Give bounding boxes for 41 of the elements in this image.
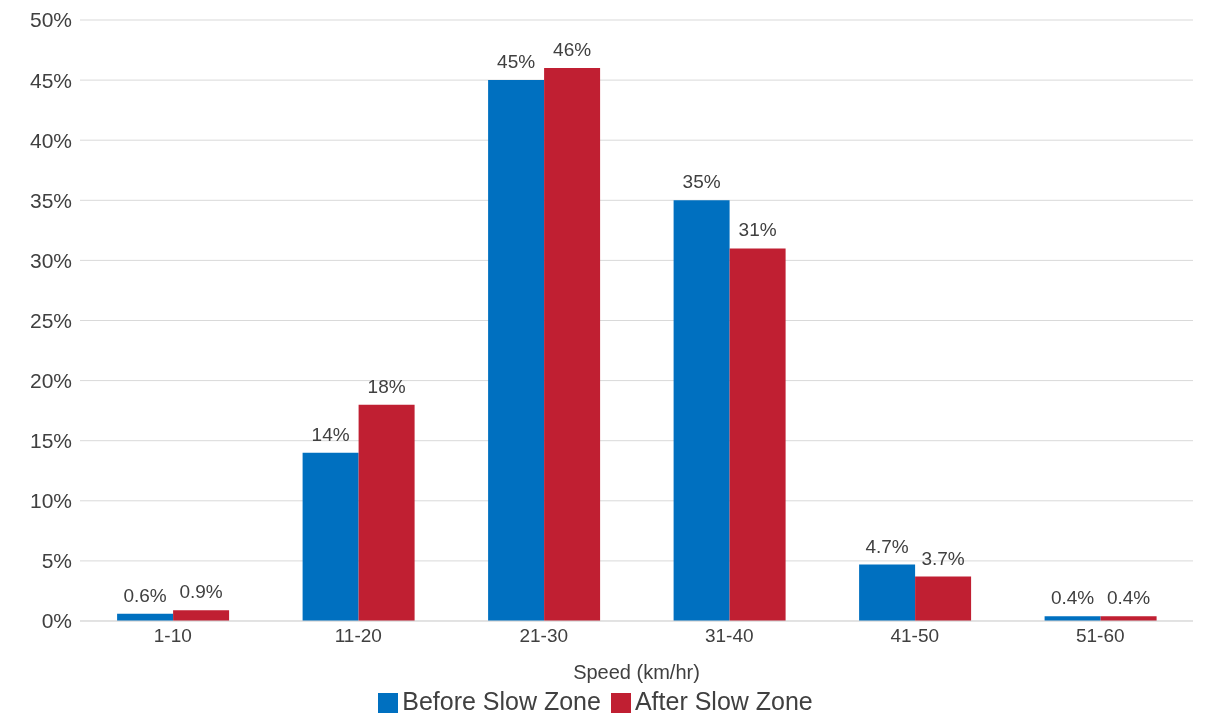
y-tick-label: 25%	[29, 308, 72, 332]
data-label: 46%	[553, 39, 592, 61]
data-label: 0.4%	[1106, 587, 1151, 609]
y-tick-label: 35%	[29, 188, 72, 212]
data-label: 0.6%	[123, 584, 167, 606]
data-label: 3.7%	[921, 547, 965, 569]
y-tick-label: 50%	[29, 8, 72, 32]
data-label: 35%	[682, 171, 721, 193]
x-tick-label: 41-50	[890, 625, 940, 647]
x-tick-label: 11-20	[334, 625, 382, 647]
bar	[673, 200, 730, 621]
y-tick-label: 40%	[29, 128, 72, 152]
legend-label: Before Slow Zone	[402, 687, 601, 715]
bar	[915, 576, 972, 621]
y-tick-label: 0%	[41, 609, 72, 633]
x-tick-label: 51-60	[1075, 625, 1125, 647]
bar	[173, 610, 230, 621]
y-tick-label: 45%	[29, 68, 72, 92]
data-label: 31%	[738, 219, 777, 241]
bar	[302, 452, 359, 621]
y-tick-label: 5%	[41, 549, 72, 573]
y-tick-label: 15%	[29, 429, 72, 453]
data-label: 4.7%	[865, 535, 909, 557]
data-label: 18%	[367, 375, 406, 397]
bar	[358, 404, 415, 621]
bar	[488, 80, 545, 621]
x-axis-title: Speed (km/hr)	[573, 661, 700, 683]
data-label: 14%	[311, 423, 350, 445]
y-tick-label: 10%	[29, 489, 72, 513]
data-label: 45%	[497, 51, 536, 73]
bar	[729, 248, 786, 621]
legend-label: After Slow Zone	[634, 687, 813, 715]
bar	[859, 564, 916, 621]
data-label: 0.4%	[1050, 587, 1095, 609]
y-tick-label: 20%	[29, 369, 72, 393]
data-label: 0.9%	[179, 581, 223, 603]
x-tick-label: 31-40	[704, 625, 754, 647]
y-tick-label: 30%	[29, 248, 72, 272]
x-tick-label: 21-30	[519, 625, 569, 647]
bar	[544, 68, 601, 621]
x-tick-label: 1-10	[153, 625, 192, 647]
